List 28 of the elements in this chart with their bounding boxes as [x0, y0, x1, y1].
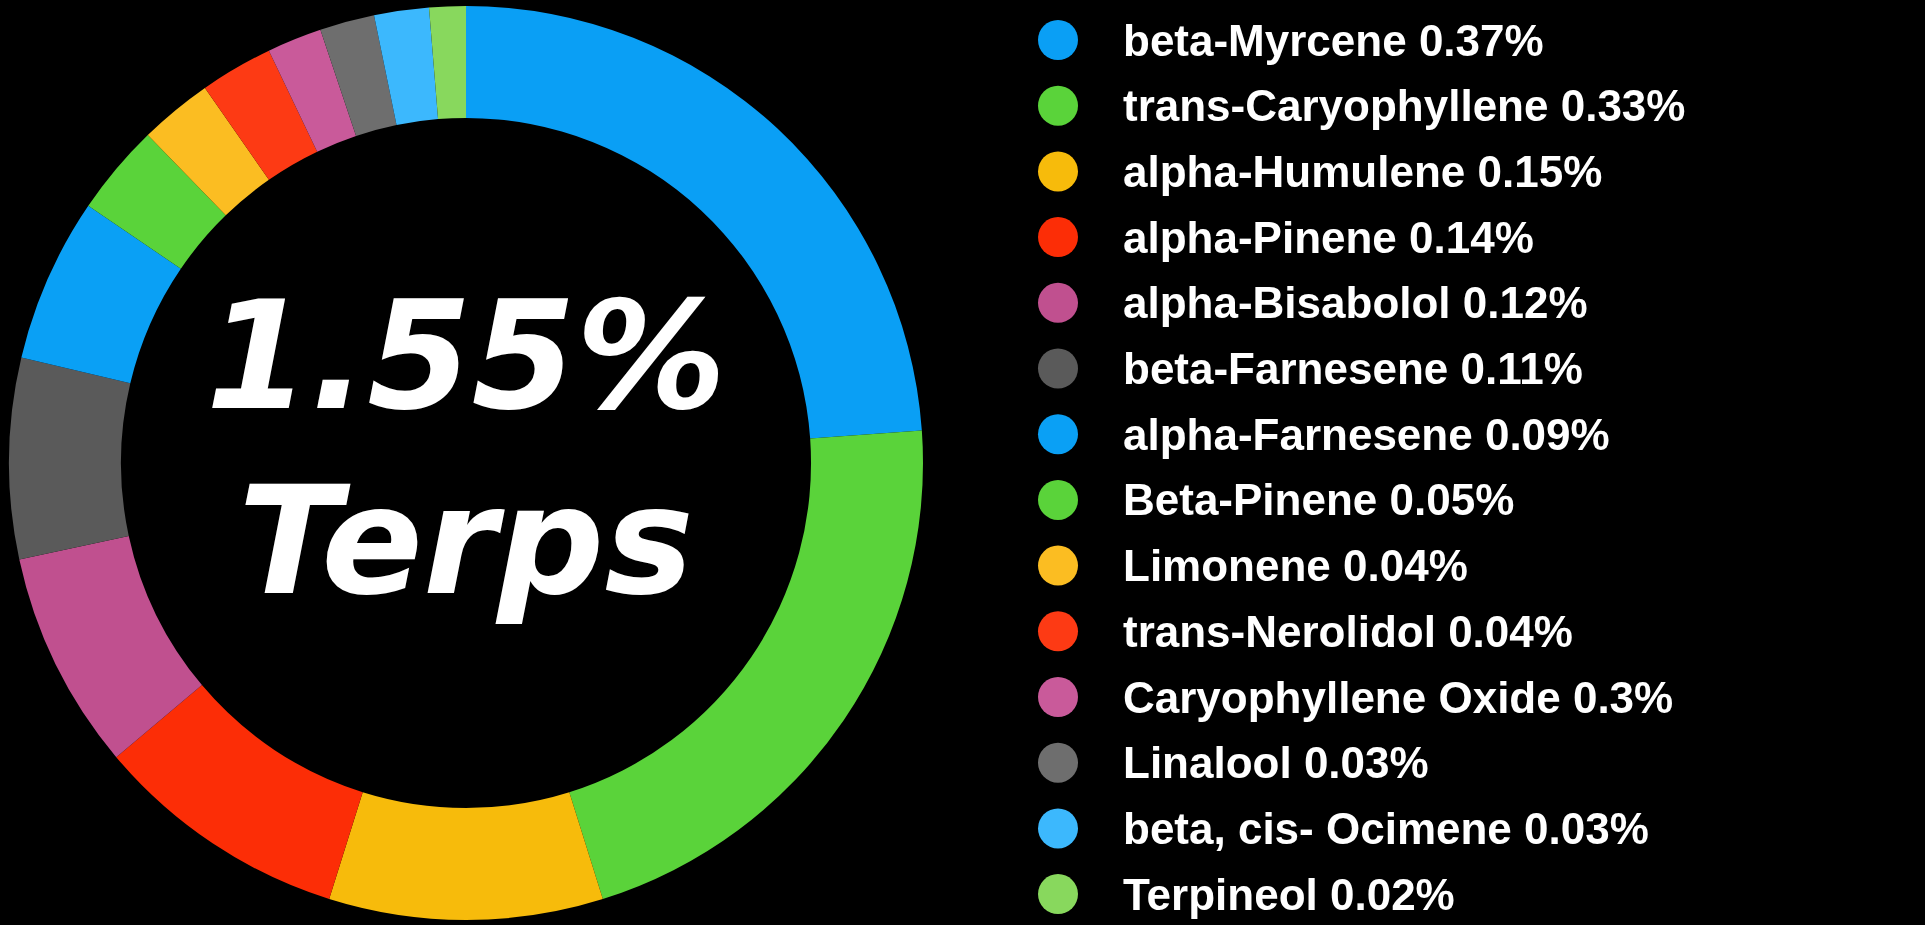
legend-label: Caryophyllene Oxide 0.3% — [1123, 672, 1674, 722]
legend-label: alpha-Bisabolol 0.12% — [1123, 278, 1588, 328]
donut-slice — [204, 50, 318, 180]
legend-label: Limonene 0.04% — [1123, 541, 1468, 591]
legend-label: beta, cis- Ocimene 0.03% — [1123, 803, 1649, 853]
donut-slice — [21, 205, 181, 384]
donut-slice — [147, 87, 269, 216]
donut-slice — [374, 7, 439, 126]
donut-slice — [320, 15, 397, 136]
legend-label: Beta-Pinene 0.05% — [1123, 475, 1515, 525]
donut-slice — [268, 29, 357, 152]
text: 1.55% — [205, 269, 727, 443]
legend-label: alpha-Humulene 0.15% — [1123, 146, 1603, 196]
legend-label: beta-Myrcene 0.37% — [1123, 15, 1544, 65]
donut-slice — [116, 685, 363, 900]
donut-slice — [9, 357, 131, 560]
legend-label: Terpineol 0.02% — [1123, 869, 1455, 919]
legend-label: alpha-Pinene 0.14% — [1123, 212, 1534, 262]
legend-label: trans-Caryophyllene 0.33% — [1123, 81, 1686, 131]
legend-label: Linalool 0.03% — [1123, 738, 1429, 788]
donut-slice — [329, 792, 603, 920]
text: Terps — [238, 454, 694, 628]
donut-slice — [88, 134, 226, 269]
donut-slice — [19, 535, 202, 758]
legend-label: alpha-Farnesene 0.09% — [1123, 409, 1610, 459]
donut-slice — [428, 6, 466, 120]
legend-label: trans-Nerolidol 0.04% — [1123, 606, 1573, 656]
legend-label: beta-Farnesene 0.11% — [1123, 344, 1583, 393]
